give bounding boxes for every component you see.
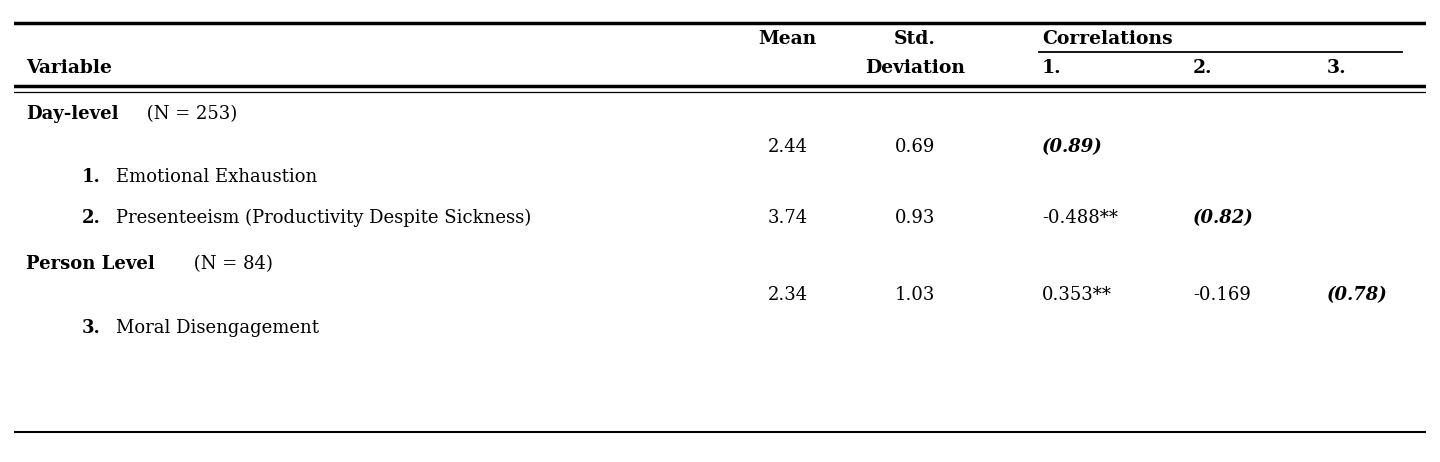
Text: Day-level: Day-level [26, 105, 118, 123]
Text: (N = 253): (N = 253) [141, 105, 238, 123]
Text: -0.169: -0.169 [1192, 286, 1250, 304]
Text: 2.44: 2.44 [768, 138, 808, 156]
Text: Variable: Variable [26, 59, 111, 77]
Text: 1.: 1. [1041, 59, 1061, 77]
Text: (0.78): (0.78) [1326, 286, 1388, 304]
Text: 2.: 2. [82, 209, 101, 227]
Text: Moral Disengagement: Moral Disengagement [117, 319, 320, 337]
Text: 0.353**: 0.353** [1041, 286, 1112, 304]
Text: 3.: 3. [1326, 59, 1346, 77]
Text: (N = 84): (N = 84) [189, 255, 272, 273]
Text: Emotional Exhaustion: Emotional Exhaustion [117, 168, 317, 186]
Text: 2.34: 2.34 [768, 286, 808, 304]
Text: Person Level: Person Level [26, 255, 154, 273]
Text: Presenteeism (Productivity Despite Sickness): Presenteeism (Productivity Despite Sickn… [117, 209, 531, 227]
Text: 0.93: 0.93 [894, 209, 935, 227]
Text: (0.89): (0.89) [1041, 138, 1103, 156]
Text: 0.69: 0.69 [894, 138, 935, 156]
Text: 1.03: 1.03 [894, 286, 935, 304]
Text: Deviation: Deviation [865, 59, 965, 77]
Text: 1.: 1. [82, 168, 101, 186]
Text: 2.: 2. [1192, 59, 1212, 77]
Text: Std.: Std. [894, 30, 936, 48]
Text: Correlations: Correlations [1041, 30, 1172, 48]
Text: -0.488**: -0.488** [1041, 209, 1117, 227]
Text: (0.82): (0.82) [1192, 209, 1253, 227]
Text: 3.74: 3.74 [768, 209, 808, 227]
Text: Mean: Mean [759, 30, 816, 48]
Text: 3.: 3. [82, 319, 101, 337]
